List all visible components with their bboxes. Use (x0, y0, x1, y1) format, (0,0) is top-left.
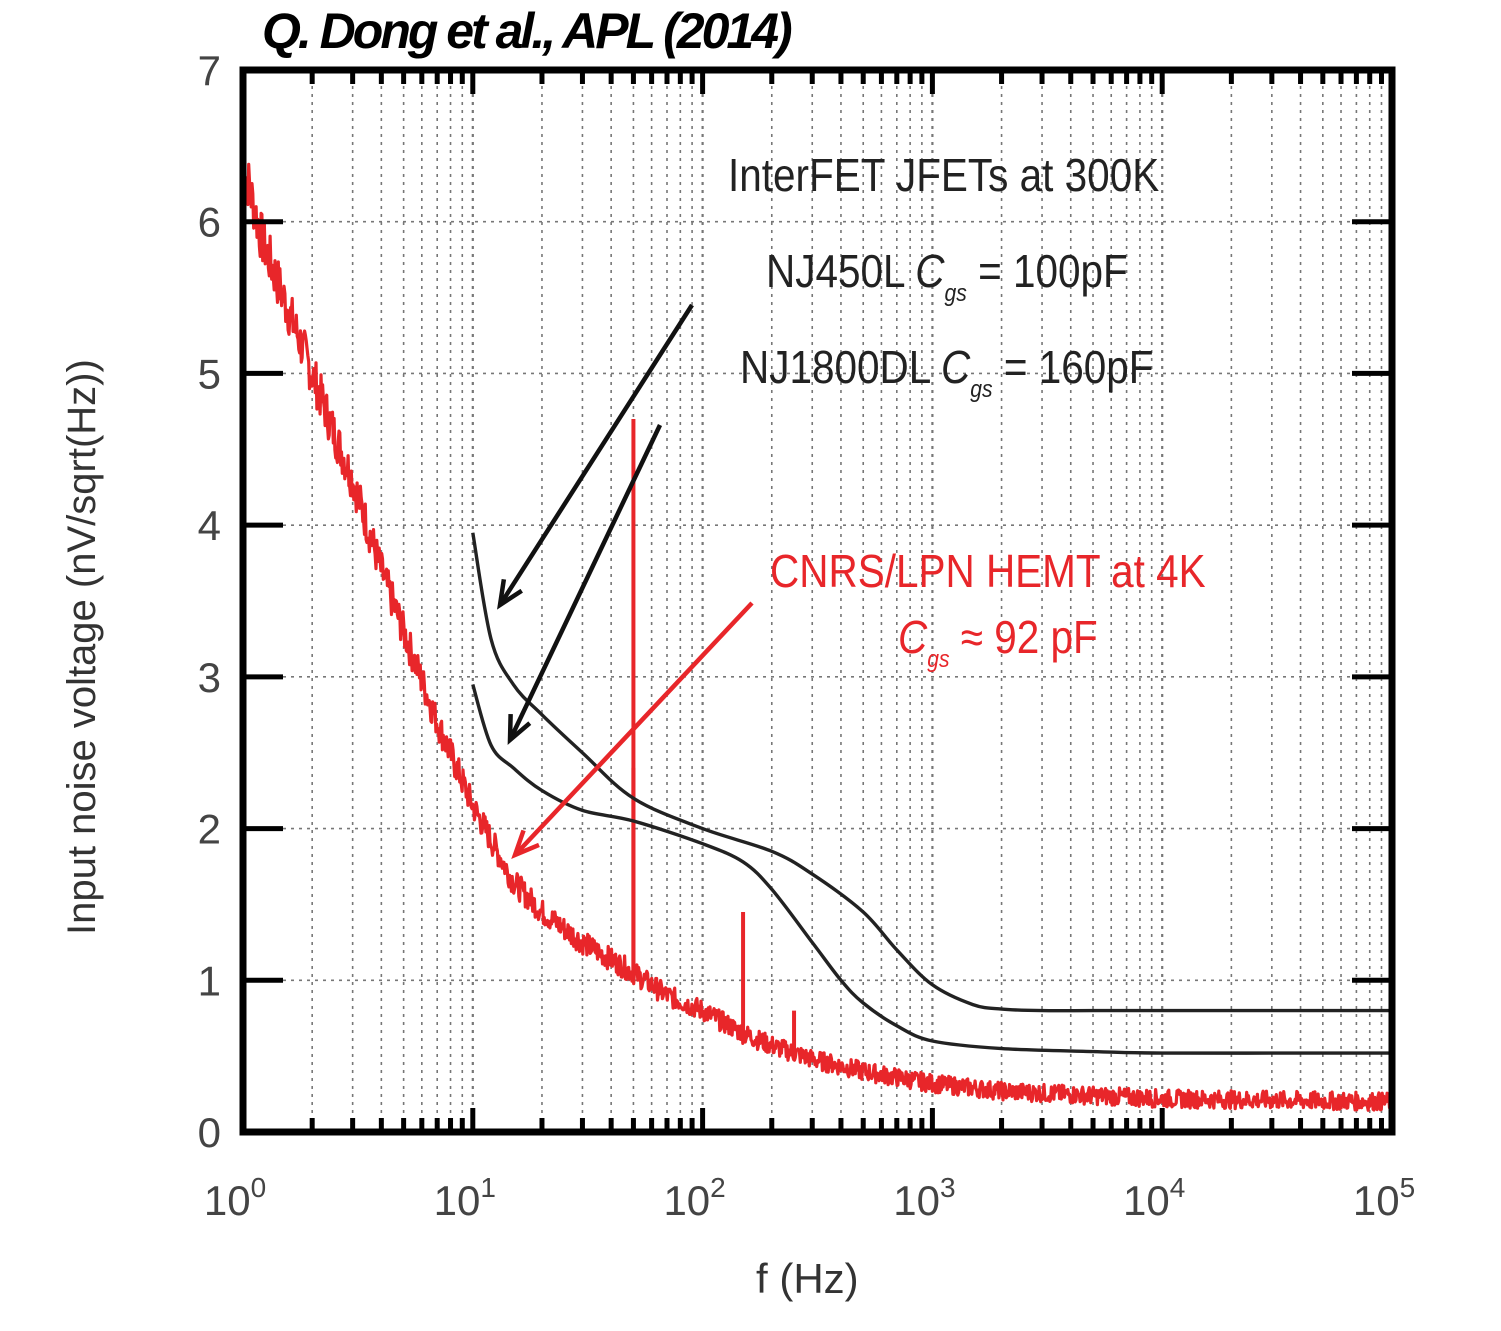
nj1800dl-symbol: C (941, 341, 971, 393)
x-tick-label: 100 (204, 1172, 266, 1224)
tick-marks (240, 67, 1395, 1135)
nj450l-prefix: NJ450L (766, 245, 916, 297)
nj450l-suffix: = 100pF (966, 245, 1128, 297)
x-tick-label: 101 (434, 1172, 496, 1224)
x-tick-label: 105 (1353, 1172, 1415, 1224)
nj1800dl-suffix: = 160pF (992, 341, 1154, 393)
y-tick-label: 6 (198, 199, 221, 246)
arrow-nj450l (498, 303, 694, 607)
nj450l-subscript: gs (944, 280, 967, 307)
y-tick-label: 2 (198, 806, 221, 853)
hemt-cgs-symbol: C (898, 611, 928, 663)
annotation-arrows (497, 303, 754, 860)
series-layer (242, 159, 1394, 1112)
y-tick-label: 0 (198, 1109, 221, 1156)
y-tick-label: 3 (198, 654, 221, 701)
plot-frame (239, 66, 1396, 1136)
series-line-2 (471, 532, 1392, 1013)
hemt-header-annotation: CNRS/LPN HEMT at 4K (770, 544, 1206, 598)
nj1800dl-annotation: NJ1800DL Cgs = 160pF (740, 340, 1154, 404)
arrow-hemt-head (511, 829, 540, 860)
y-tick-label: 7 (198, 47, 221, 94)
jfet-header-text: InterFET JFETs at 300K (728, 149, 1160, 201)
hemt-cgs-suffix: ≈ 92 pF (949, 611, 1098, 663)
y-tick-labels: 0 1 2 3 4 5 6 7 (198, 47, 221, 1156)
y-axis-label: Input noise voltage (nV/sqrt(Hz)) (60, 359, 104, 935)
jfet-header-annotation: InterFET JFETs at 300K (728, 148, 1159, 202)
y-tick-label: 5 (198, 350, 221, 397)
arrow-hemt (513, 601, 754, 857)
x-tick-label: 104 (1123, 1172, 1185, 1224)
figure-title: Q. Dong et al., APL (2014) (262, 3, 793, 59)
hemt-cgs-annotation: Cgs ≈ 92 pF (898, 610, 1098, 674)
y-tick-label: 1 (198, 957, 221, 1004)
nj450l-annotation: NJ450L Cgs = 100pF (766, 244, 1128, 308)
nj450l-symbol: C (915, 245, 945, 297)
nj1800dl-prefix: NJ1800DL (740, 341, 942, 393)
nj1800dl-subscript: gs (970, 376, 993, 403)
arrow-nj1800dl-head (507, 713, 532, 745)
x-tick-label: 102 (663, 1172, 725, 1224)
x-tick-label: 103 (893, 1172, 955, 1224)
x-axis-label: f (Hz) (756, 1255, 859, 1302)
hemt-cgs-subscript: gs (927, 646, 950, 673)
hemt-header-text: CNRS/LPN HEMT at 4K (770, 545, 1206, 597)
grid (243, 70, 1392, 1132)
series-line-3 (471, 683, 1392, 1055)
series-line-1 (242, 159, 1394, 1112)
x-tick-labels: 100 101 102 103 104 105 (204, 1172, 1415, 1224)
arrow-nj1800dl (507, 424, 663, 741)
y-tick-label: 4 (198, 502, 221, 549)
arrow-nj450l-head (497, 578, 523, 610)
